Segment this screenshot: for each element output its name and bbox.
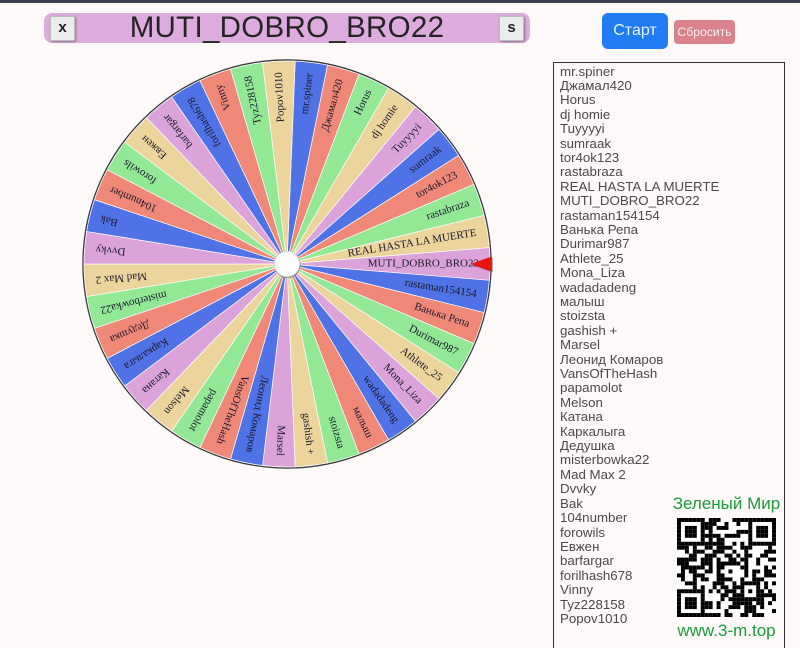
svg-text:Marsel: Marsel: [274, 425, 287, 456]
svg-text:MUTI_DOBRO_BRO22: MUTI_DOBRO_BRO22: [368, 258, 479, 270]
svg-text:Dvvky: Dvvky: [95, 243, 126, 257]
svg-text:Popov1010: Popov1010: [273, 71, 287, 122]
